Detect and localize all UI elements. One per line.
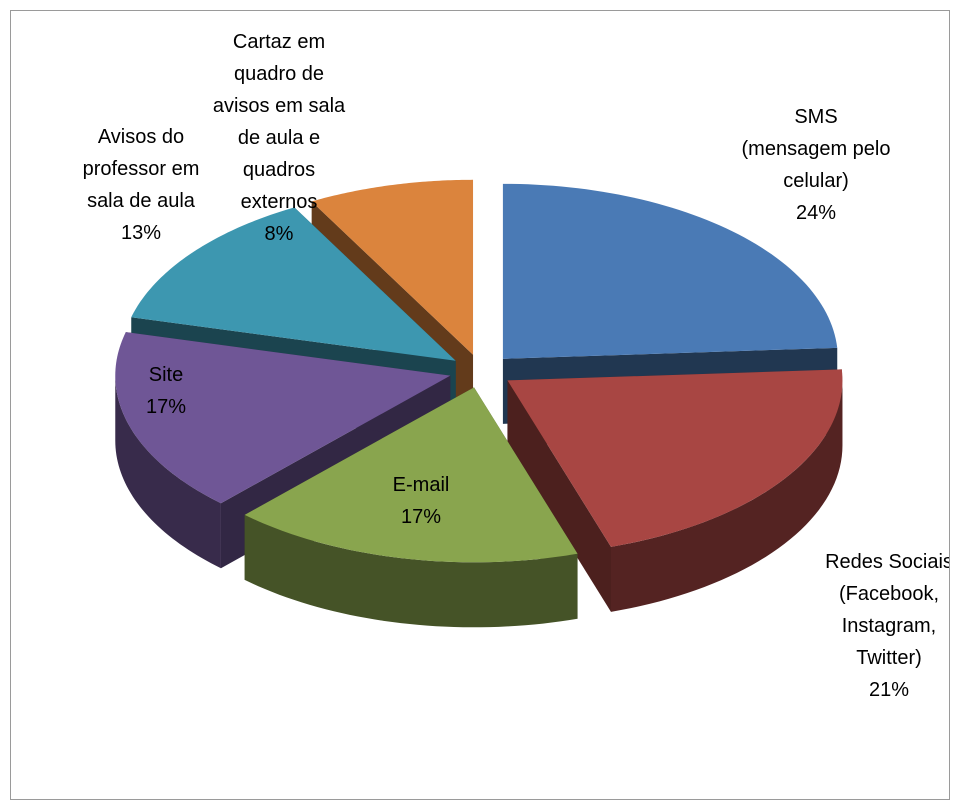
slice-side — [115, 375, 221, 569]
category-label: Site — [148, 364, 184, 386]
pie-slice — [507, 369, 843, 612]
value-label: 13% — [120, 222, 162, 244]
category-label: Redes Sociais (Facebook, Instagram, Twit… — [825, 551, 950, 669]
data-label: E-mail 17% — [356, 469, 486, 533]
value-label: 17% — [145, 396, 187, 418]
chart-frame: SMS (mensagem pelo celular) 24% Redes Soci… — [10, 10, 950, 800]
data-label: SMS (mensagem pelo celular) 24% — [741, 101, 891, 229]
slice-top — [244, 387, 578, 563]
value-label: 8% — [264, 223, 294, 245]
data-label: Redes Sociais (Facebook, Instagram, Twit… — [809, 546, 950, 706]
slice-side — [244, 514, 578, 628]
slice-top — [507, 369, 843, 547]
pie-slice — [244, 387, 578, 628]
category-label: Avisos do professor em sala de aula — [82, 126, 200, 212]
slice-wall — [507, 380, 611, 612]
slice-top — [502, 183, 838, 359]
value-label: 21% — [868, 679, 910, 701]
data-label: Cartaz em quadro de avisos em sala de au… — [204, 26, 354, 250]
data-label: Site 17% — [116, 359, 216, 423]
value-label: 24% — [795, 202, 837, 224]
category-label: Cartaz em quadro de avisos em sala de au… — [212, 31, 346, 213]
slice-top — [131, 207, 456, 361]
chart — [115, 179, 843, 628]
slice-top — [311, 179, 474, 355]
slice-side — [610, 380, 843, 612]
category-label: E-mail — [392, 474, 450, 496]
data-label: Avisos do professor em sala de aula 13% — [66, 121, 216, 249]
category-label: SMS (mensagem pelo celular) — [741, 106, 891, 192]
slice-top — [115, 332, 451, 504]
value-label: 17% — [400, 506, 442, 528]
